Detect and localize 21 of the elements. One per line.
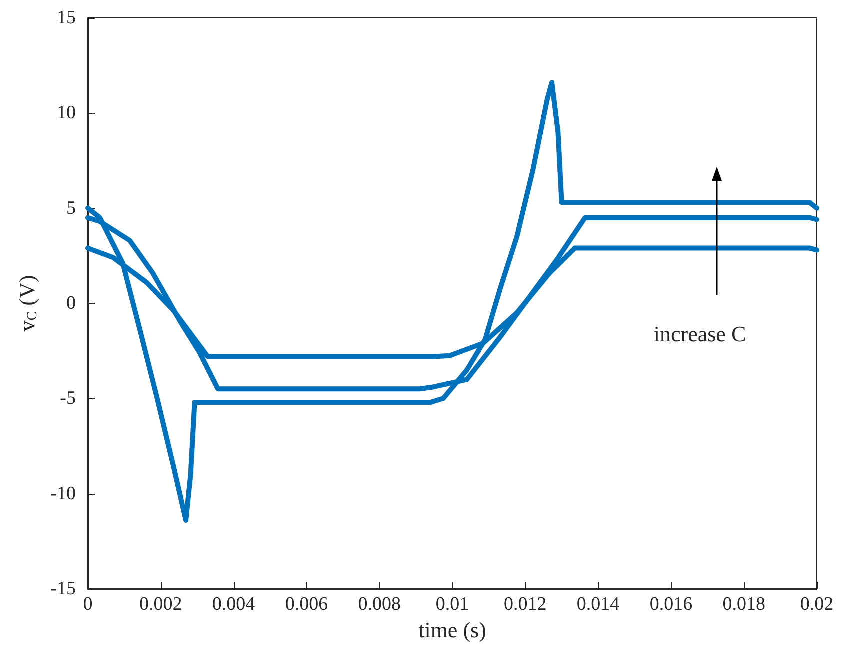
x-tick-label: 0.008 [358, 594, 401, 615]
y-tick-label: 5 [66, 198, 76, 219]
x-tick-label: 0.016 [650, 594, 693, 615]
x-tick-label: 0.01 [436, 594, 470, 615]
x-tick-label: 0.004 [212, 594, 256, 615]
y-tick-label: 10 [57, 102, 76, 124]
y-tick-label: -15 [50, 578, 76, 600]
annotation: increase C [654, 322, 746, 346]
x-axis-title: time (s) [418, 617, 486, 642]
x-tick-label: 0.006 [285, 594, 328, 615]
y-tick-label: -10 [50, 483, 76, 504]
x-tick-label: 0 [83, 594, 93, 615]
x-tick-label: 0.02 [800, 594, 834, 615]
x-tick-label: 0.002 [140, 594, 182, 615]
x-tick-label: 0.018 [722, 594, 766, 615]
y-tick-label: 15 [57, 8, 76, 28]
y-tick-label: -5 [60, 388, 76, 410]
x-tick-label: 0.014 [576, 594, 620, 615]
y-tick-label: 0 [66, 293, 76, 314]
x-tick-label: 0.012 [504, 594, 547, 615]
y-axis-title: vC (V) [14, 275, 40, 332]
